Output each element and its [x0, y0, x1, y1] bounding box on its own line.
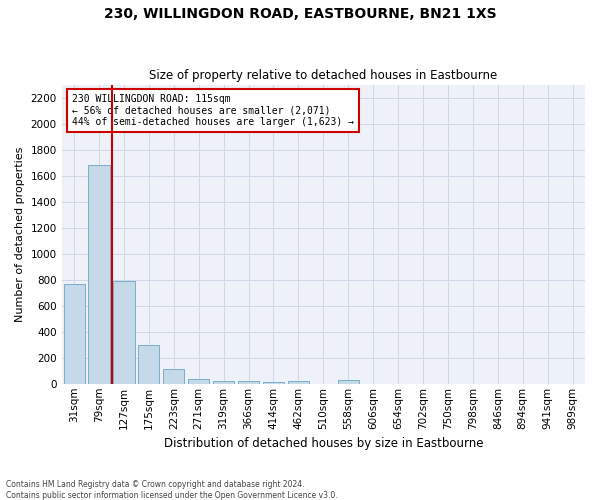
Bar [338, 380, 359, 384]
Bar [113, 281, 134, 384]
Bar [213, 380, 234, 384]
Y-axis label: Number of detached properties: Number of detached properties [15, 146, 25, 322]
Bar [188, 379, 209, 384]
Bar [138, 346, 160, 384]
Text: 230 WILLINGDON ROAD: 115sqm
← 56% of detached houses are smaller (2,071)
44% of : 230 WILLINGDON ROAD: 115sqm ← 56% of det… [72, 94, 354, 126]
Title: Size of property relative to detached houses in Eastbourne: Size of property relative to detached ho… [149, 69, 497, 82]
X-axis label: Distribution of detached houses by size in Eastbourne: Distribution of detached houses by size … [164, 437, 483, 450]
Bar [64, 284, 85, 384]
Bar [263, 382, 284, 384]
Text: Contains HM Land Registry data © Crown copyright and database right 2024.
Contai: Contains HM Land Registry data © Crown c… [6, 480, 338, 500]
Bar [238, 382, 259, 384]
Bar [288, 381, 309, 384]
Bar [88, 165, 110, 384]
Bar [163, 369, 184, 384]
Text: 230, WILLINGDON ROAD, EASTBOURNE, BN21 1XS: 230, WILLINGDON ROAD, EASTBOURNE, BN21 1… [104, 8, 496, 22]
